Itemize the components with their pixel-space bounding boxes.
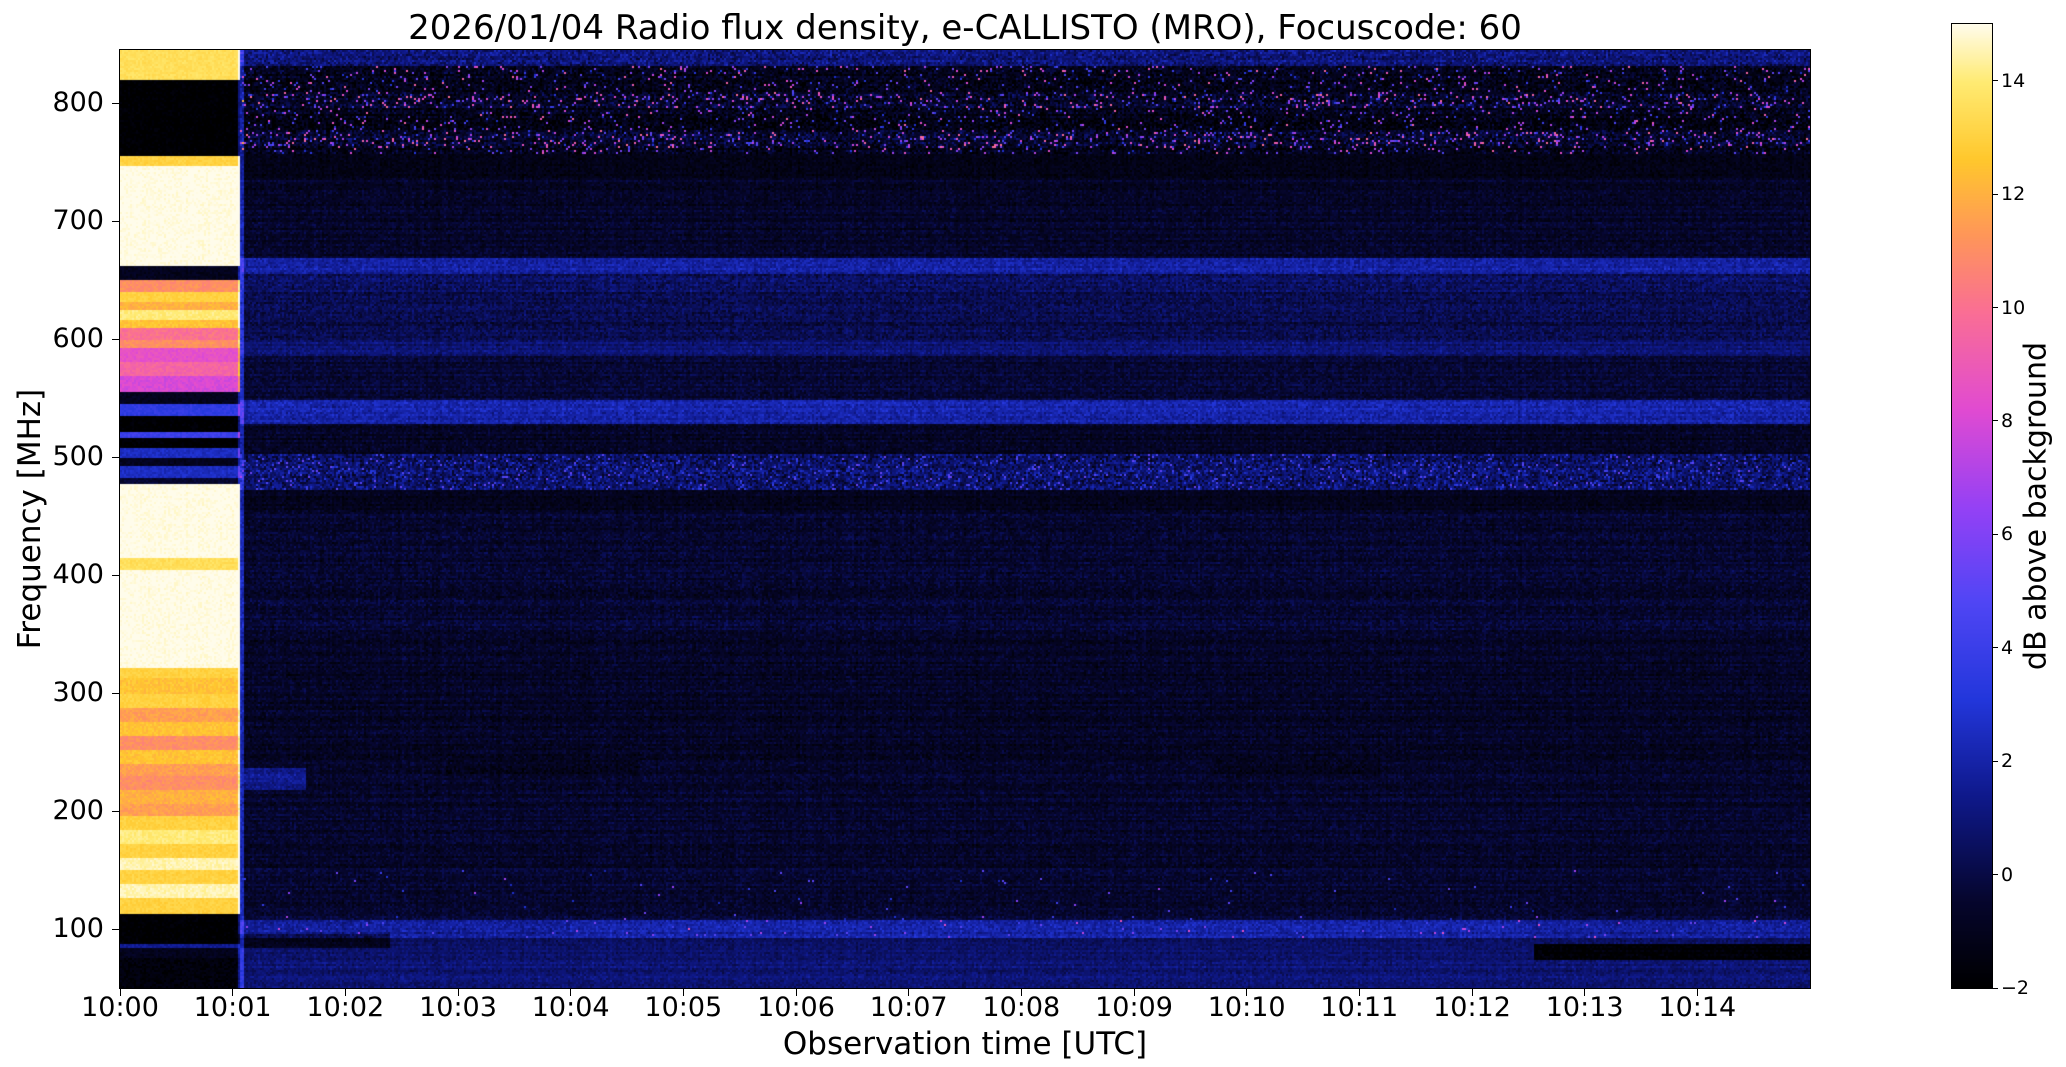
colorbar-tick-mark [1992, 987, 1998, 989]
y-tick-label: 100 [52, 913, 104, 944]
x-tick-mark [457, 988, 459, 996]
colorbar-tick-mark [1992, 420, 1998, 422]
y-tick-label: 300 [52, 677, 104, 709]
y-tick-mark [112, 456, 120, 458]
y-tick-label: 400 [52, 559, 104, 591]
chart-title: 2026/01/04 Radio flux density, e-CALLIST… [408, 8, 1522, 48]
y-tick-label: 500 [52, 441, 104, 473]
y-tick-mark [112, 928, 120, 930]
x-tick-mark [1020, 988, 1022, 996]
y-tick-mark [112, 220, 120, 222]
colorbar-tick-label: 2 [2001, 750, 2014, 773]
colorbar-tick-mark [1992, 760, 1998, 762]
x-tick-label: 10:08 [982, 992, 1061, 1023]
x-tick-label: 10:02 [306, 992, 385, 1023]
x-tick-label: 10:07 [869, 992, 948, 1023]
colorbar-tick-mark [1992, 193, 1998, 195]
x-tick-mark [1133, 988, 1135, 996]
colorbar-tick-label: 8 [2001, 409, 2014, 432]
x-tick-mark [1584, 988, 1586, 996]
colorbar-tick-mark [1992, 874, 1998, 876]
x-tick-mark [1358, 988, 1360, 996]
x-tick-label: 10:09 [1095, 992, 1173, 1023]
x-tick-mark [908, 988, 910, 996]
colorbar [1952, 24, 1992, 988]
colorbar-label: dB above background [2018, 341, 2054, 671]
x-tick-mark [119, 988, 121, 996]
x-axis-label: Observation time [UTC] [782, 1026, 1148, 1062]
colorbar-tick-label: 4 [2001, 636, 2014, 659]
colorbar-tick-mark [1992, 533, 1998, 535]
colorbar-tick-label: 10 [2001, 296, 2026, 319]
x-tick-mark [570, 988, 572, 996]
colorbar-tick-mark [1992, 647, 1998, 649]
x-tick-label: 10:05 [644, 992, 723, 1023]
x-tick-mark [795, 988, 797, 996]
colorbar-tick-mark [1992, 80, 1998, 82]
y-tick-label: 700 [52, 205, 104, 237]
x-tick-label: 10:13 [1545, 992, 1624, 1023]
colorbar-tick-label: 0 [2001, 863, 2014, 886]
x-tick-label: 10:01 [193, 992, 272, 1023]
x-tick-mark [1696, 988, 1698, 996]
x-tick-label: 10:14 [1658, 992, 1737, 1023]
colorbar-tick-label: 12 [2001, 183, 2026, 206]
x-tick-mark [1246, 988, 1248, 996]
colorbar-tick-label: 6 [2001, 523, 2014, 546]
y-tick-label: 600 [52, 323, 104, 355]
x-tick-label: 10:03 [419, 992, 497, 1023]
y-tick-mark [112, 102, 120, 104]
x-tick-label: 10:11 [1320, 992, 1399, 1023]
x-tick-label: 10:00 [81, 992, 159, 1023]
x-tick-label: 10:12 [1433, 992, 1511, 1023]
colorbar-tick-label: −2 [2001, 977, 2030, 999]
y-tick-mark [112, 574, 120, 576]
x-tick-label: 10:10 [1207, 992, 1286, 1023]
x-tick-mark [344, 988, 346, 996]
y-tick-mark [112, 810, 120, 812]
x-tick-label: 10:04 [531, 992, 610, 1023]
x-tick-mark [682, 988, 684, 996]
y-tick-label: 800 [52, 87, 104, 119]
x-tick-mark [232, 988, 234, 996]
y-tick-label: 200 [52, 795, 104, 827]
y-tick-mark [112, 338, 120, 340]
spectrogram-heatmap [120, 50, 1810, 988]
x-tick-label: 10:06 [757, 992, 835, 1023]
y-axis-label: Frequency [MHz] [12, 388, 48, 650]
colorbar-tick-label: 14 [2001, 69, 2026, 92]
colorbar-tick-mark [1992, 307, 1998, 309]
y-tick-mark [112, 692, 120, 694]
x-tick-mark [1471, 988, 1473, 996]
